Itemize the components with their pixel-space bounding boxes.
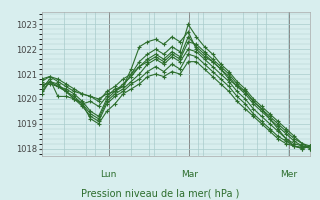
Text: Mer: Mer bbox=[280, 170, 298, 179]
Text: Mar: Mar bbox=[181, 170, 198, 179]
Text: Lun: Lun bbox=[100, 170, 117, 179]
Text: Pression niveau de la mer( hPa ): Pression niveau de la mer( hPa ) bbox=[81, 188, 239, 198]
